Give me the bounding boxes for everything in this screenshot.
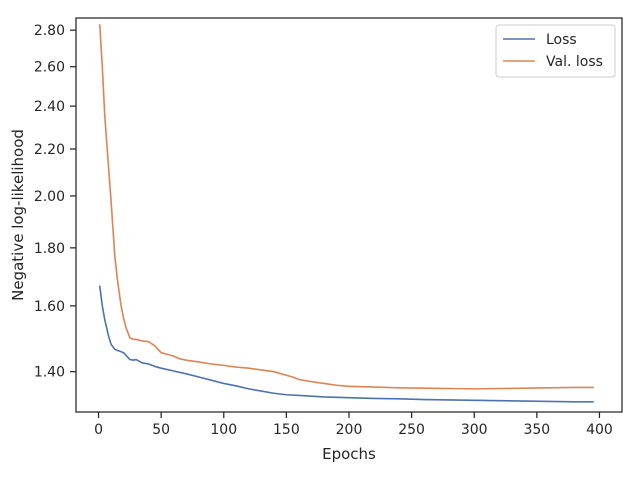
legend-label-loss: Loss	[546, 32, 577, 48]
x-tick-label: 400	[586, 422, 613, 438]
y-tick-label: 1.80	[34, 241, 65, 257]
legend-label-val-loss: Val. loss	[546, 54, 603, 70]
series-line-loss	[98, 285, 594, 403]
plot-background	[76, 18, 622, 412]
x-tick-label: 100	[210, 422, 237, 438]
x-tick-label: 0	[94, 422, 103, 438]
x-tick-label: 50	[152, 422, 170, 438]
x-tick-label: 250	[398, 422, 425, 438]
y-axis: 1.40 1.60 1.80 2.00 2.20 2.40 2.60 2.80	[34, 23, 76, 381]
legend-box	[495, 24, 616, 78]
y-tick-label: 2.80	[34, 23, 65, 39]
x-axis-label: Epochs	[322, 445, 376, 463]
legend: Loss Val. loss	[495, 24, 616, 78]
y-tick-label: 2.00	[34, 189, 65, 205]
x-tick-label: 350	[523, 422, 550, 438]
y-tick-label: 1.40	[34, 365, 65, 381]
series-layer	[98, 24, 594, 403]
x-tick-label: 150	[273, 422, 300, 438]
x-axis: 0 50 100 150 200 250 300 350 400	[94, 412, 613, 438]
x-tick-label: 300	[461, 422, 488, 438]
y-axis-label: Negative log-likelihood	[9, 129, 27, 301]
y-tick-label: 2.40	[34, 99, 65, 115]
y-tick-label: 2.20	[34, 142, 65, 158]
x-tick-label: 200	[336, 422, 363, 438]
y-tick-label: 2.60	[34, 60, 65, 76]
y-tick-label: 1.60	[34, 299, 65, 315]
series-line-val-loss	[98, 24, 594, 390]
